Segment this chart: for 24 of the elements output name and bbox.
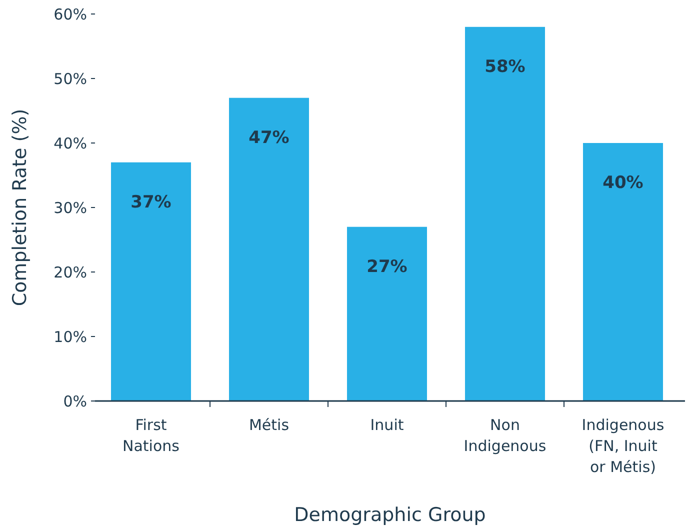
bar: [583, 143, 663, 401]
y-tick-label: 60%: [54, 5, 87, 24]
x-tick-label: Non Indigenous: [464, 416, 546, 455]
y-axis-title: Completion Rate (%): [9, 108, 31, 306]
bar: [347, 226, 427, 401]
data-label: 37%: [130, 192, 172, 212]
y-tick-label: 50%: [54, 70, 87, 88]
bar: [111, 162, 191, 401]
bar: [229, 98, 309, 401]
y-tick-label: 0%: [63, 392, 87, 410]
x-tick-label: Métis: [248, 416, 290, 434]
bar: [465, 26, 545, 401]
data-label: 40%: [602, 173, 644, 193]
y-tick-label: 30%: [54, 198, 87, 217]
data-label: 58%: [484, 56, 526, 77]
x-tick-label: Inuit: [370, 416, 404, 434]
x-axis-title: Demographic Group: [294, 504, 486, 526]
y-tick-label: 20%: [54, 263, 87, 282]
data-label: 27%: [366, 256, 408, 277]
y-tick-label: 40%: [54, 134, 87, 152]
x-tick-label: Indigenous (FN, Inuit or Métis): [582, 416, 664, 476]
data-label: 47%: [248, 128, 290, 148]
x-tick-label: First Nations: [122, 416, 180, 455]
y-tick-label: 10%: [54, 328, 87, 346]
